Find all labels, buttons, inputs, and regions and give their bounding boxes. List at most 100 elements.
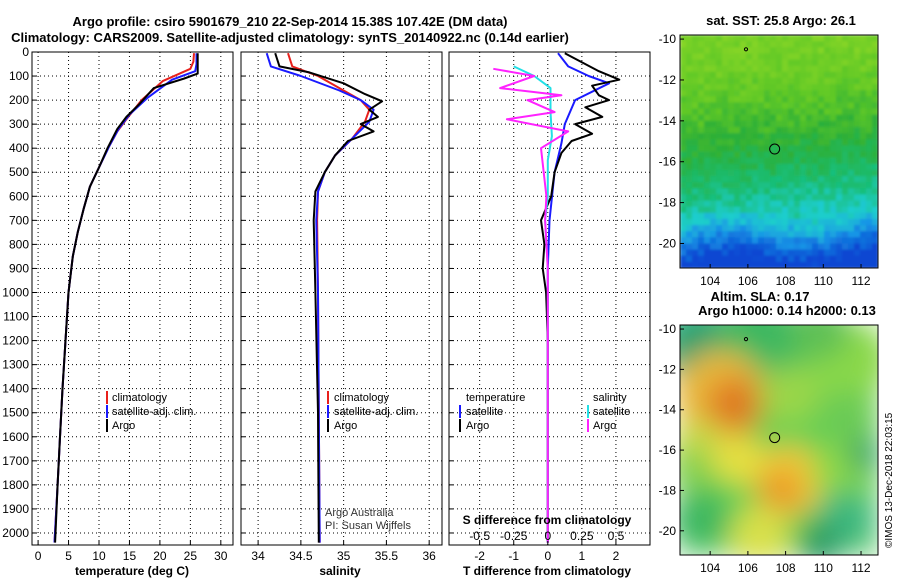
sst-cell bbox=[698, 108, 705, 116]
sst-cell bbox=[764, 176, 771, 183]
sst-cell bbox=[686, 206, 693, 214]
sst-cell bbox=[854, 96, 861, 103]
sst-cell bbox=[794, 41, 801, 48]
sst-cell bbox=[752, 133, 759, 140]
sst-cell bbox=[716, 77, 723, 85]
sst-cell bbox=[722, 188, 729, 195]
depth-tick-label: 1000 bbox=[2, 285, 29, 299]
sst-cell bbox=[842, 84, 849, 91]
sst-cell bbox=[800, 77, 807, 85]
sst-cell bbox=[872, 255, 878, 263]
sla-map-frame bbox=[679, 324, 879, 556]
sst-cell bbox=[704, 47, 711, 54]
sst-cell bbox=[842, 206, 849, 214]
sst-cell bbox=[842, 176, 849, 183]
sst-cell bbox=[782, 145, 789, 153]
lat-tick-label: -16 bbox=[659, 443, 677, 457]
x-tick-label: -2 bbox=[474, 549, 485, 563]
sst-cell bbox=[860, 114, 867, 122]
sst-cell bbox=[860, 47, 867, 54]
sst-cell bbox=[836, 127, 843, 134]
sst-cell bbox=[776, 47, 783, 54]
sst-cell bbox=[704, 108, 711, 116]
sst-cell bbox=[734, 200, 741, 208]
sst-cell bbox=[812, 90, 819, 97]
sst-cell bbox=[836, 47, 843, 54]
sst-cell bbox=[734, 243, 741, 251]
sst-cell bbox=[764, 145, 771, 153]
sst-cell bbox=[830, 163, 837, 171]
sst-cell bbox=[800, 65, 807, 73]
sst-cell bbox=[776, 84, 783, 91]
legend-label-t-argo: Argo bbox=[466, 420, 489, 432]
sst-cell bbox=[698, 53, 705, 61]
sst-cell bbox=[806, 65, 813, 73]
sst-cell bbox=[692, 157, 699, 165]
sst-cell bbox=[794, 145, 801, 153]
sst-cell bbox=[722, 90, 729, 97]
sst-cell bbox=[710, 163, 717, 171]
sst-cell bbox=[848, 90, 855, 97]
sst-cell bbox=[818, 65, 825, 73]
sst-cell bbox=[806, 53, 813, 61]
sst-cell bbox=[752, 77, 759, 85]
sst-cell bbox=[866, 120, 873, 128]
sst-cell bbox=[812, 231, 819, 238]
sst-cell bbox=[854, 139, 861, 146]
sst-map-frame bbox=[679, 34, 879, 269]
sla-blob bbox=[715, 435, 765, 485]
sst-cell bbox=[776, 133, 783, 140]
sst-cell bbox=[686, 145, 693, 153]
legend-label-argo: Argo bbox=[334, 420, 357, 432]
sst-cell bbox=[830, 84, 837, 91]
sst-cell bbox=[728, 225, 735, 232]
sst-cell bbox=[812, 255, 819, 263]
sst-cell bbox=[746, 261, 753, 268]
sst-cell bbox=[818, 255, 825, 263]
sst-cell bbox=[872, 182, 878, 189]
sst-cell bbox=[746, 114, 753, 122]
sst-cell bbox=[734, 194, 741, 202]
sst-cell bbox=[782, 255, 789, 263]
sst-cell bbox=[764, 96, 771, 103]
sst-cell bbox=[782, 108, 789, 116]
sst-cell bbox=[692, 151, 699, 159]
differences-legend: temperature satellite Argo salinity sate… bbox=[459, 392, 630, 432]
sst-cell bbox=[722, 163, 729, 171]
sst-cell bbox=[806, 151, 813, 159]
sst-cell bbox=[860, 35, 867, 42]
sst-cell bbox=[788, 59, 795, 67]
sst-cell bbox=[830, 65, 837, 73]
sst-cell bbox=[842, 163, 849, 171]
sst-cell bbox=[722, 176, 729, 183]
sst-cell bbox=[746, 212, 753, 220]
sst-cell bbox=[842, 65, 849, 73]
sst-cell bbox=[734, 65, 741, 73]
sst-cell bbox=[710, 71, 717, 79]
sst-cell bbox=[710, 218, 717, 226]
sst-cell bbox=[872, 139, 878, 146]
sst-cell bbox=[746, 127, 753, 134]
sst-cell bbox=[782, 90, 789, 97]
sst-cell bbox=[710, 139, 717, 146]
sst-cell bbox=[842, 237, 849, 244]
sst-cell bbox=[728, 182, 735, 189]
sst-cell bbox=[830, 231, 837, 238]
sst-cell bbox=[842, 59, 849, 67]
sst-cell bbox=[728, 139, 735, 146]
sst-cell bbox=[698, 200, 705, 208]
sst-cell bbox=[680, 182, 687, 189]
sst-cell bbox=[716, 169, 723, 177]
sst-cell bbox=[680, 206, 687, 214]
sst-cell bbox=[866, 41, 873, 48]
sst-cell bbox=[716, 163, 723, 171]
sst-cell bbox=[758, 176, 765, 183]
sst-cell bbox=[758, 182, 765, 189]
sst-cell bbox=[800, 41, 807, 48]
sst-cell bbox=[752, 59, 759, 67]
sst-cell bbox=[716, 53, 723, 61]
sst-cell bbox=[794, 59, 801, 67]
sst-cell bbox=[800, 139, 807, 146]
sst-cell bbox=[836, 90, 843, 97]
sst-cell bbox=[740, 249, 747, 257]
